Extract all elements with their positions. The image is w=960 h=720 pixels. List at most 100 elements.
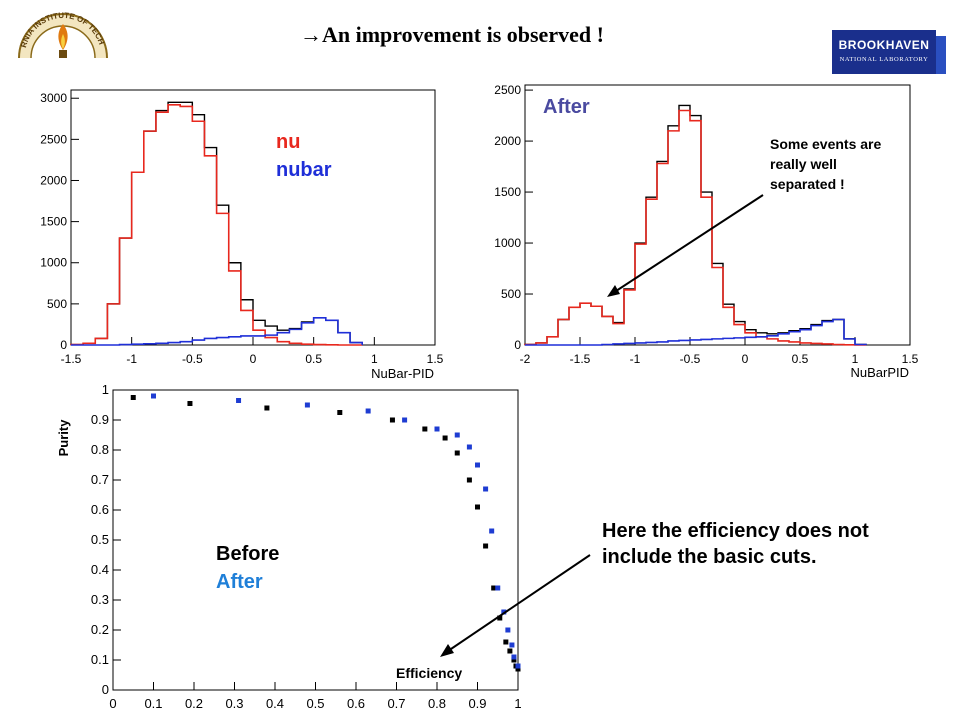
point-before bbox=[466, 477, 472, 483]
point-before bbox=[475, 504, 480, 510]
arrowhead-icon bbox=[440, 644, 454, 657]
point-after bbox=[236, 398, 242, 403]
x-tick-label: 0.5 bbox=[305, 352, 322, 366]
y-tick-label: 500 bbox=[501, 287, 521, 301]
x-tick-label: 0 bbox=[109, 696, 116, 711]
point-after bbox=[151, 393, 156, 399]
point-before bbox=[130, 395, 136, 400]
y-tick-label: 2000 bbox=[494, 134, 521, 148]
point-after bbox=[304, 402, 310, 408]
x-tick-label: 0.3 bbox=[225, 696, 243, 711]
x-tick-label: 0.4 bbox=[266, 696, 284, 711]
series-nu-line bbox=[524, 109, 866, 346]
point-after bbox=[505, 627, 511, 633]
legend-after: After bbox=[216, 571, 263, 593]
y-tick-label: 0.3 bbox=[91, 592, 109, 607]
x-tick-label: 0 bbox=[250, 352, 257, 366]
brookhaven-subtitle: NATIONAL LABORATORY bbox=[839, 56, 929, 63]
point-after bbox=[475, 462, 480, 468]
x-tick-label: -1 bbox=[630, 352, 641, 366]
x-tick-label: -2 bbox=[520, 352, 531, 366]
y-tick-label: 500 bbox=[47, 297, 67, 311]
y-tick-label: 0.7 bbox=[91, 472, 109, 487]
point-before bbox=[483, 543, 489, 549]
x-tick-label: 0.5 bbox=[792, 352, 809, 366]
point-before bbox=[389, 417, 395, 423]
y-tick-label: 2500 bbox=[494, 83, 521, 97]
x-tick-label: -0.5 bbox=[680, 352, 701, 366]
x-tick-label: -1 bbox=[126, 352, 137, 366]
point-before bbox=[507, 648, 513, 654]
y-tick-label: 1000 bbox=[40, 256, 67, 270]
x-tick-label: 1 bbox=[514, 696, 521, 711]
point-before bbox=[422, 426, 428, 432]
legend-before: Before bbox=[216, 543, 279, 565]
point-before bbox=[442, 435, 448, 441]
point-after bbox=[434, 426, 440, 432]
point-after bbox=[511, 654, 517, 660]
purity-efficiency-chart: 0 0.1 0.2 0.3 0.4 0.5 0.6 0.7 0.8 0.9 1 0 0.1 0.2 0.3 0… bbox=[56, 382, 522, 711]
x-tick-label: 0.8 bbox=[428, 696, 446, 711]
y-tick-label: 1 bbox=[102, 382, 109, 397]
x-tick-label: 0.7 bbox=[387, 696, 405, 711]
annotation-efficiency-note: Here the efficiency does not include the… bbox=[602, 520, 869, 568]
nubar-pid-after-chart: -2 -1.5 -1 -0.5 0 0.5 1 1.5 0 500 1000 1500 2000 2500… bbox=[494, 83, 919, 380]
brookhaven-name: BROOKHAVEN bbox=[838, 38, 930, 52]
point-before bbox=[497, 615, 503, 621]
y-tick-label: 0 bbox=[514, 338, 521, 352]
x-tick-label: 0 bbox=[742, 352, 749, 366]
y-tick-label: 1000 bbox=[494, 236, 521, 250]
x-tick-label: 1 bbox=[371, 352, 378, 366]
x-tick-label: 1.5 bbox=[902, 352, 919, 366]
point-after bbox=[489, 528, 495, 534]
series-group bbox=[524, 104, 867, 346]
x-tick-label: -0.5 bbox=[182, 352, 203, 366]
point-before bbox=[187, 401, 193, 406]
legend-nu: nu bbox=[276, 131, 300, 153]
series-nubar-line bbox=[525, 318, 867, 346]
x-tick-label: 0.9 bbox=[468, 696, 486, 711]
point-before bbox=[264, 405, 270, 411]
axes: -1.5 -1 -0.5 0 0.5 1 1.5 0 500 1000 1500 2000 2500 30… bbox=[40, 91, 443, 366]
annotation-arrow bbox=[612, 194, 764, 294]
x-axis-label: Efficiency bbox=[396, 665, 462, 681]
y-tick-label: 3000 bbox=[40, 91, 67, 105]
y-tick-label: 1500 bbox=[40, 215, 67, 229]
point-after bbox=[509, 642, 515, 648]
x-tick-label: -1.5 bbox=[570, 352, 591, 366]
y-axis-label: Purity bbox=[56, 419, 71, 457]
y-tick-label: 2500 bbox=[40, 132, 67, 146]
y-tick-label: 0.1 bbox=[91, 652, 109, 667]
point-after bbox=[501, 609, 507, 615]
y-tick-label: 0.5 bbox=[91, 532, 109, 547]
slide-title: →An improvement is observed ! bbox=[300, 22, 604, 48]
y-tick-label: 1500 bbox=[494, 185, 521, 199]
title-text: An improvement is observed ! bbox=[322, 22, 604, 47]
y-tick-label: 0 bbox=[60, 338, 67, 352]
point-before bbox=[337, 410, 343, 415]
x-axis-label: NuBarPID bbox=[850, 365, 909, 380]
y-tick-label: 0 bbox=[102, 682, 109, 697]
arrowhead-icon bbox=[607, 285, 620, 297]
point-before bbox=[491, 585, 497, 591]
annotation-arrow-line bbox=[447, 554, 591, 652]
point-before bbox=[503, 639, 509, 645]
point-after bbox=[483, 486, 489, 492]
annotation-separated: Some events are really well separated ! bbox=[770, 136, 882, 192]
y-tick-label: 0.6 bbox=[91, 502, 109, 517]
points-group bbox=[130, 393, 521, 672]
axes: 0 0.1 0.2 0.3 0.4 0.5 0.6 0.7 0.8 0.9 1 0 0.1 0.2 0.3 0… bbox=[91, 382, 522, 711]
x-tick-label: -1.5 bbox=[61, 352, 82, 366]
chart-title-after: After bbox=[543, 96, 590, 118]
point-after bbox=[402, 417, 408, 423]
plot-frame bbox=[524, 84, 911, 346]
y-tick-label: 2000 bbox=[40, 173, 67, 187]
y-tick-label: 0.2 bbox=[91, 622, 109, 637]
point-after bbox=[515, 663, 521, 669]
nubar-pid-before-chart: -1.5 -1 -0.5 0 0.5 1 1.5 0 500 1000 1500 2000 2500 30… bbox=[40, 89, 444, 380]
y-tick-label: 0.8 bbox=[91, 442, 109, 457]
brookhaven-logo: BROOKHAVEN NATIONAL LABORATORY bbox=[832, 30, 946, 74]
series-nubar-line bbox=[71, 317, 363, 346]
point-after bbox=[466, 444, 472, 450]
x-tick-label: 0.1 bbox=[144, 696, 162, 711]
